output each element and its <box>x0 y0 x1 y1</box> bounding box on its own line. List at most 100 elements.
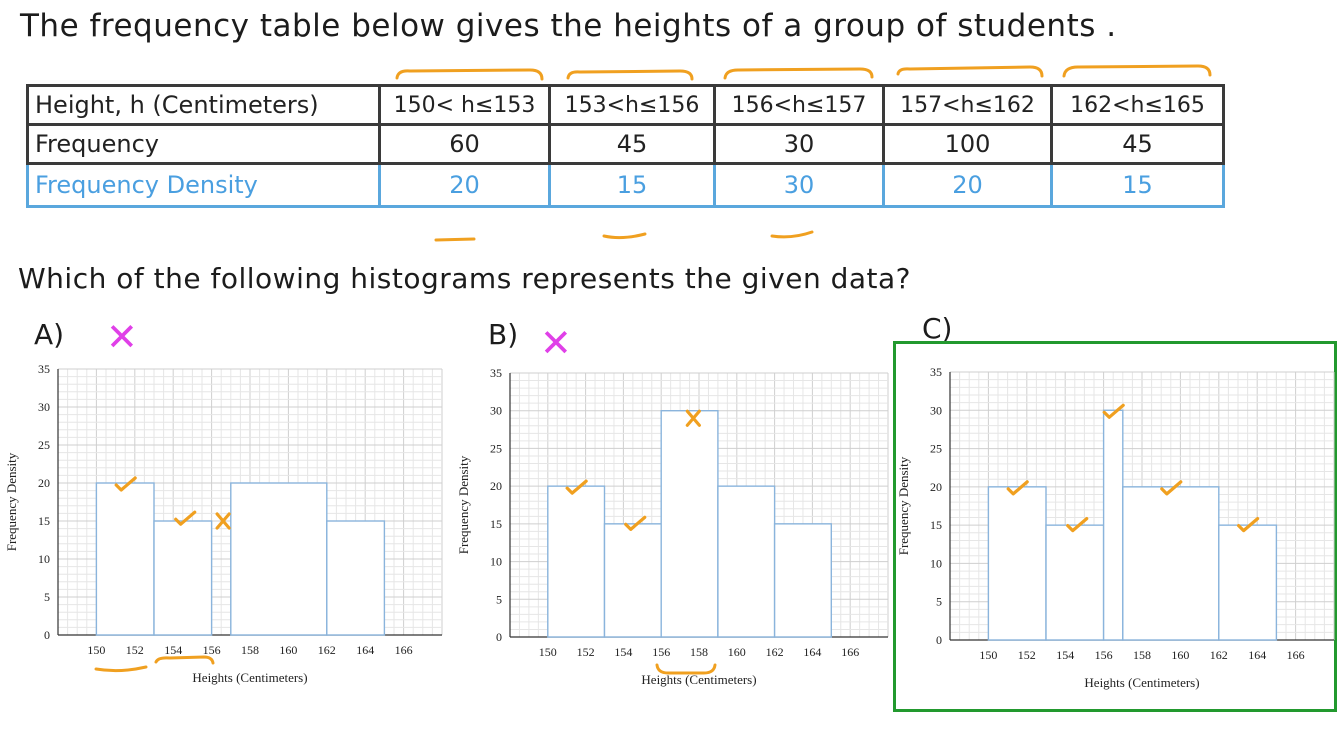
frequency-4: 100 <box>882 123 1053 165</box>
y-tick-label: 30 <box>490 404 502 418</box>
x-tick-label: 154 <box>164 643 182 657</box>
bracket-mark-1 <box>395 68 544 81</box>
x-tick-label: 150 <box>87 643 105 657</box>
y-tick-label: 35 <box>930 365 942 379</box>
interval-5: 162<h≤165 <box>1050 84 1225 126</box>
bracket-mark-3 <box>723 67 874 80</box>
bracket-mark-4 <box>896 65 1044 78</box>
x-tick-label: 150 <box>979 648 997 662</box>
y-axis-label: Frequency Density <box>4 452 19 551</box>
histogram-bar-2 <box>603 523 662 638</box>
frequency-3: 30 <box>713 123 885 165</box>
x-tick-label: 166 <box>1287 648 1305 662</box>
x-tick-label: 162 <box>766 645 784 659</box>
option-c-label: C) <box>922 312 953 345</box>
frequency-table: Height, h (Centimeters) 150< h≤153 153<h… <box>26 84 1225 208</box>
histogram-bar-1 <box>547 485 606 638</box>
check-mark-icon <box>1102 403 1125 419</box>
histogram-bar-5 <box>1218 524 1278 641</box>
histogram-a: 150 152 154 156 158 160 162 164 166 0 5 10 15 20 25 30 3… <box>4 362 443 685</box>
x-tick-label: 162 <box>1210 648 1228 662</box>
page-title: The frequency table below gives the heig… <box>20 8 1117 44</box>
check-mark-icon <box>1006 480 1029 496</box>
histogram-bar-3 <box>1102 409 1124 641</box>
x-tick-label: 162 <box>318 643 336 657</box>
histogram-bar-3 <box>660 410 719 638</box>
table-header-row: Height, h (Centimeters) 150< h≤153 153<h… <box>26 84 1225 126</box>
check-mark-icon <box>174 510 197 526</box>
x-axis-label: Heights (Centimeters) <box>641 672 756 687</box>
cross-mark-icon <box>685 409 701 427</box>
interval-3: 156<h≤157 <box>713 84 885 126</box>
x-tick-label: 152 <box>577 645 595 659</box>
cross-mark-icon <box>215 512 231 530</box>
check-mark-icon <box>114 476 137 492</box>
histogram-bar-5 <box>773 523 833 638</box>
histogram-bar-1 <box>987 486 1047 641</box>
y-tick-label: 0 <box>936 633 942 647</box>
y-tick-label: 10 <box>930 556 942 570</box>
density-header: Frequency Density <box>26 162 381 208</box>
x-tick-label: 166 <box>395 643 413 657</box>
check-mark-icon <box>624 515 647 531</box>
interval-2: 153<h≤156 <box>548 84 716 126</box>
y-axis-label: Frequency Density <box>896 456 911 555</box>
y-tick-label: 15 <box>930 518 942 532</box>
frequency-row: Frequency 60 45 30 100 45 <box>26 123 1225 165</box>
x-tick-label: 156 <box>203 643 221 657</box>
histogram-bar-1 <box>95 482 155 636</box>
y-tick-label: 35 <box>490 366 502 380</box>
frequency-5: 45 <box>1050 123 1225 165</box>
interval-4: 157<h≤162 <box>882 84 1053 126</box>
histogram-bar-4 <box>1122 486 1220 641</box>
x-axis-label: Heights (Centimeters) <box>192 670 307 685</box>
check-mark-icon <box>1237 517 1260 533</box>
density-4: 20 <box>882 162 1053 208</box>
correct-answer-box <box>893 341 1337 712</box>
x-tick-label: 152 <box>126 643 144 657</box>
y-tick-label: 25 <box>930 442 942 456</box>
frequency-header: Frequency <box>26 123 381 165</box>
y-tick-label: 20 <box>38 476 50 490</box>
wrong-mark-b: ✕ <box>540 321 572 365</box>
x-tick-label: 158 <box>241 643 259 657</box>
check-mark-icon <box>1160 480 1183 496</box>
x-tick-label: 150 <box>539 645 557 659</box>
density-5: 15 <box>1050 162 1225 208</box>
x-tick-label: 158 <box>1133 648 1151 662</box>
question-text: Which of the following histograms repres… <box>18 262 912 295</box>
x-tick-label: 164 <box>1248 648 1266 662</box>
x-axis-label: Heights (Centimeters) <box>1084 675 1199 690</box>
y-axis-label: Frequency Density <box>456 455 471 554</box>
histogram-bar-3 <box>230 482 328 636</box>
wrong-mark-a: ✕ <box>106 315 138 359</box>
histogram-bar-2 <box>1045 524 1105 641</box>
histogram-bar-4 <box>326 520 386 636</box>
option-b-label: B) <box>488 318 519 351</box>
density-1: 20 <box>378 162 551 208</box>
y-tick-label: 5 <box>936 595 942 609</box>
height-header: Height, h (Centimeters) <box>26 84 381 126</box>
x-tick-label: 160 <box>1171 648 1189 662</box>
x-tick-label: 158 <box>690 645 708 659</box>
y-tick-label: 35 <box>38 362 50 376</box>
frequency-2: 45 <box>548 123 716 165</box>
x-tick-label: 156 <box>1095 648 1113 662</box>
y-tick-label: 5 <box>496 592 502 606</box>
histogram-bar-2 <box>153 520 213 636</box>
histogram-c: 150 152 154 156 158 160 162 164 166 0 5 10 15 20 25 30 3… <box>896 365 1335 690</box>
density-2: 15 <box>548 162 716 208</box>
histogram-b: 150 152 154 156 158 160 162 164 166 0 5 10 15 20 25 30 3… <box>456 366 889 687</box>
y-tick-label: 15 <box>38 514 50 528</box>
option-a-label: A) <box>34 318 65 351</box>
y-tick-label: 20 <box>490 479 502 493</box>
y-tick-label: 25 <box>38 438 50 452</box>
x-tick-label: 164 <box>356 643 374 657</box>
x-tick-label: 154 <box>614 645 632 659</box>
y-tick-label: 5 <box>44 590 50 604</box>
y-tick-label: 10 <box>490 555 502 569</box>
underline-mark <box>154 655 215 665</box>
x-tick-label: 154 <box>1056 648 1074 662</box>
bracket-mark-5 <box>1062 64 1212 78</box>
y-tick-label: 30 <box>38 400 50 414</box>
